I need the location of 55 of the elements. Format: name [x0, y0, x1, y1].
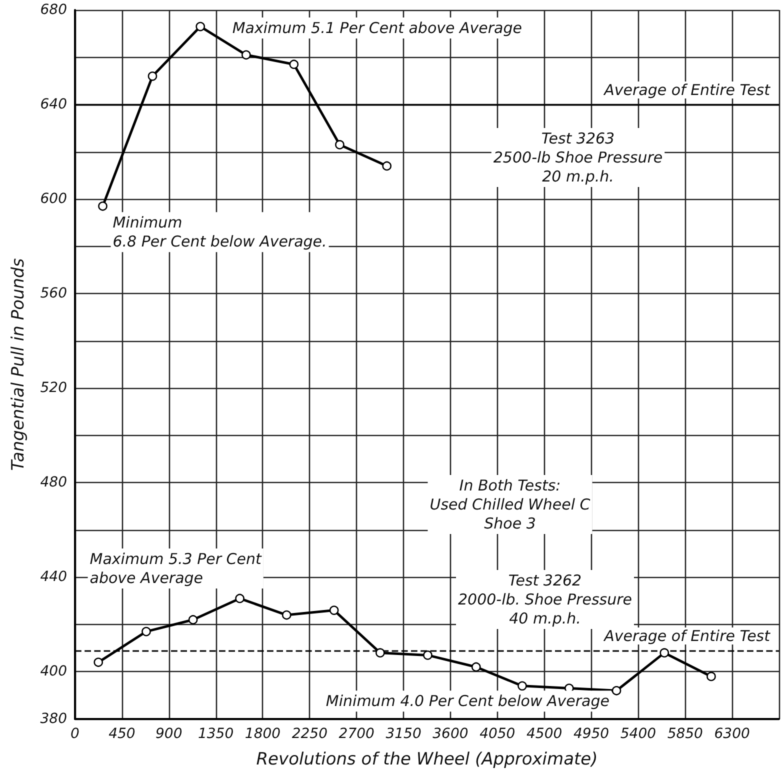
y-tick-label: 680: [40, 2, 68, 18]
y-tick-label: 600: [40, 191, 68, 208]
ref-line-label: Average of Entire Test: [603, 626, 772, 645]
point: [94, 658, 104, 667]
point: [471, 662, 481, 672]
x-tick-label: 0: [70, 726, 80, 742]
y-tick-label: 480: [40, 474, 68, 491]
x-tick-label: 3150: [386, 726, 422, 742]
x-tick-label: 6300: [714, 726, 750, 742]
point: [518, 681, 527, 691]
y-tick-label: 560: [40, 286, 68, 302]
annotation: Test 3262 2000-lb. Shoe Pressure 40 m.p.h.: [458, 572, 632, 628]
y-tick-label: 400: [40, 664, 68, 680]
y-axis-title: Tangential Pull in Pounds: [8, 258, 28, 471]
annotation: Minimum 6.8 Per Cent below Average.: [112, 214, 327, 251]
x-tick-label: 5850: [667, 726, 704, 742]
point: [282, 610, 292, 620]
annotation: In Both Tests: Used Chilled Wheel C Shoe 3: [430, 476, 591, 532]
y-tick-label: 640: [40, 96, 68, 113]
annotation: Maximum 5.3 Per Cent above Average: [90, 550, 263, 587]
point: [148, 72, 158, 81]
point: [329, 606, 339, 615]
point: [423, 650, 432, 660]
point: [196, 22, 206, 32]
annotation: Test 3263 2500-lb Shoe Pressure 20 m.p.h.: [493, 130, 663, 186]
x-tick-label: 450: [108, 726, 136, 742]
x-tick-label: 3600: [432, 726, 468, 742]
point: [235, 594, 244, 604]
point: [376, 648, 385, 658]
x-tick-label: 4500: [526, 726, 562, 742]
x-axis-title: Revolutions of the Wheel (Approximate): [256, 750, 598, 770]
y-tick-label: 520: [40, 380, 68, 396]
point: [612, 686, 622, 696]
point: [706, 672, 716, 682]
x-tick-label: 1350: [198, 726, 234, 742]
x-tick-label: 2250: [292, 726, 328, 742]
x-tick-label: 2700: [338, 726, 374, 742]
annotation: Minimum 4.0 Per Cent below Average: [326, 692, 610, 710]
point: [142, 626, 151, 636]
x-tick-label: 900: [156, 726, 182, 742]
x-tick-label: 1800: [244, 726, 281, 742]
point: [289, 60, 299, 70]
ref-line-label: Average of Entire Test: [603, 81, 772, 100]
point: [335, 140, 344, 150]
point: [188, 615, 198, 624]
point: [242, 50, 251, 60]
annotation: Maximum 5.1 Per Cent above Average: [232, 19, 522, 38]
point: [660, 648, 670, 658]
x-tick-label: 5400: [620, 726, 656, 742]
x-tick-label: 4050: [480, 726, 516, 742]
x-tick-label: 4950: [573, 726, 610, 742]
point: [98, 202, 108, 211]
y-tick-label: 440: [40, 569, 68, 586]
point: [382, 161, 392, 171]
y-tick-label: 380: [40, 711, 68, 727]
